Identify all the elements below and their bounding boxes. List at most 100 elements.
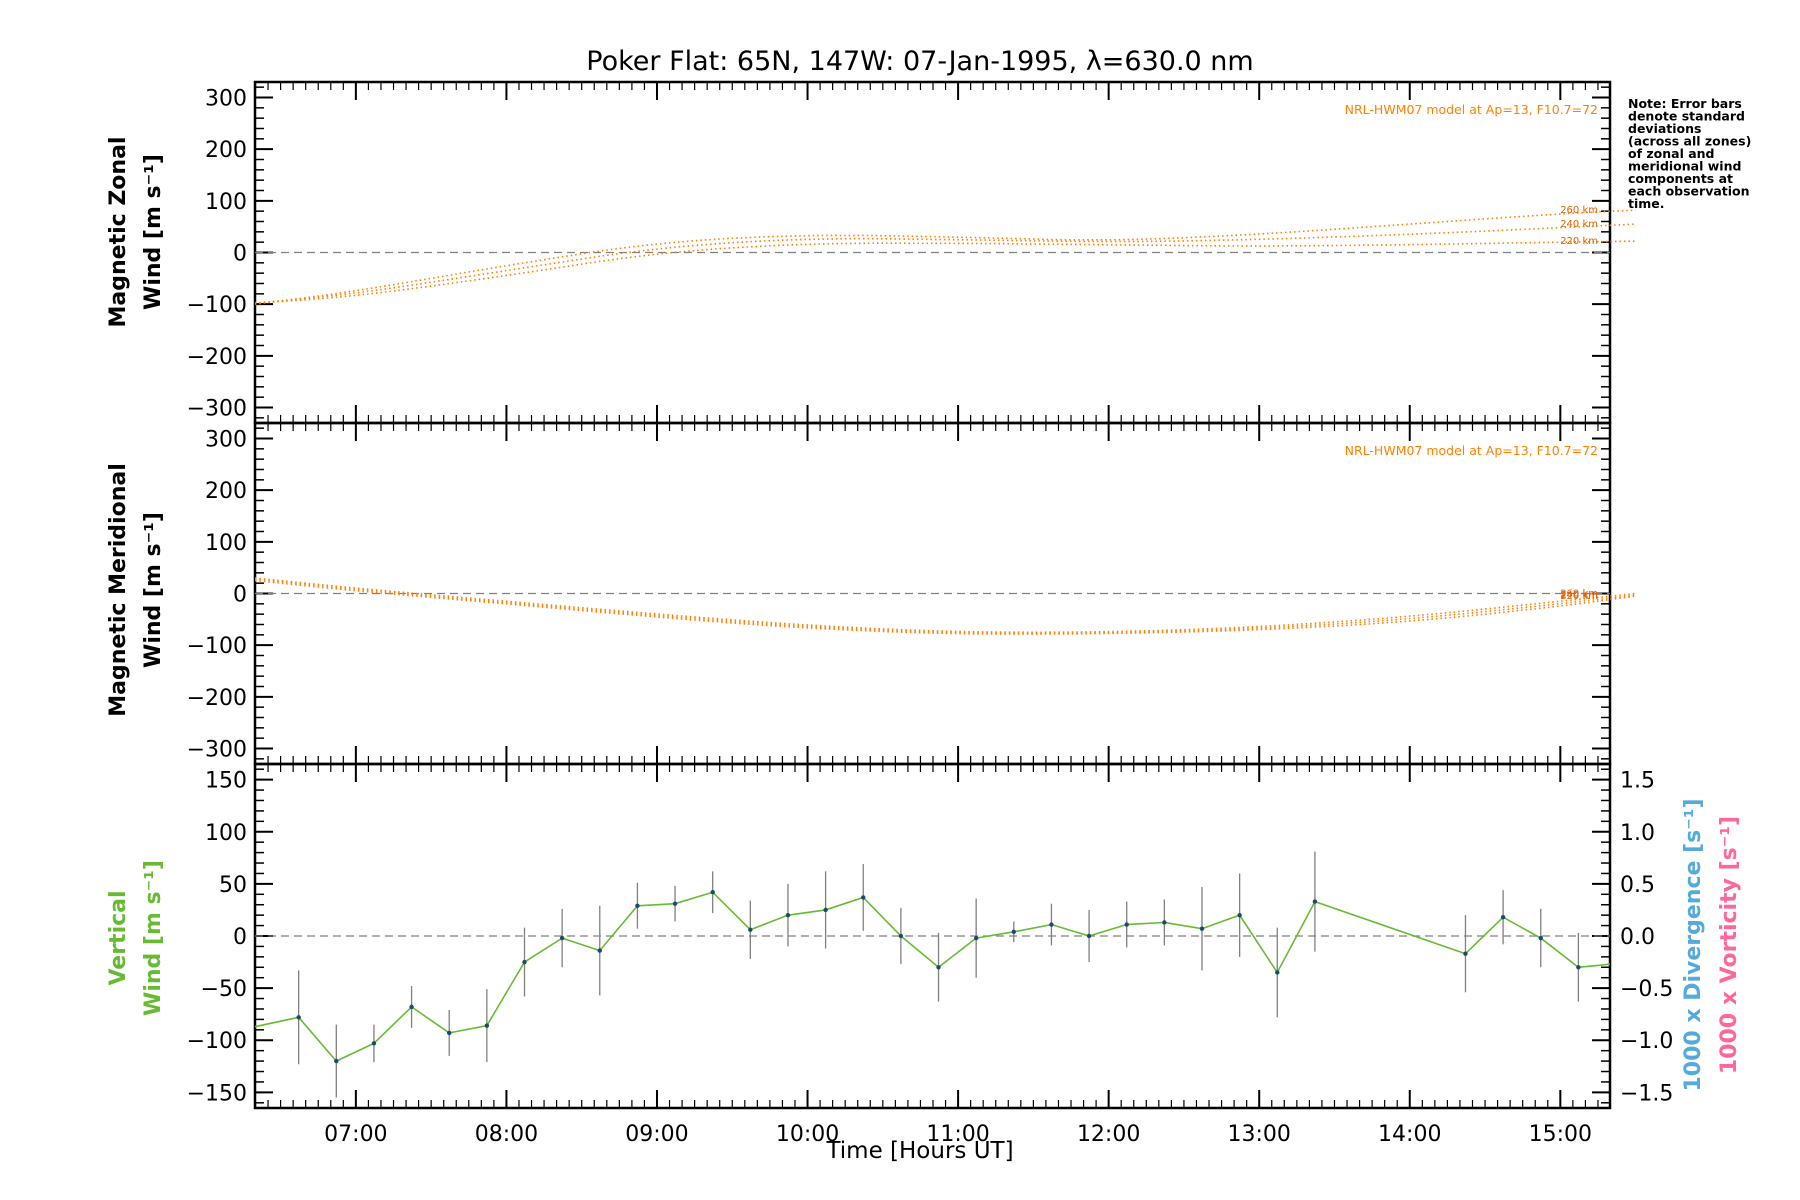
y-tick-label: 200	[205, 479, 247, 504]
zonal-wind-panel: −300 −200 −100 0 100 200 300 260 km 240 km 220 km…	[187, 80, 1636, 425]
data-point	[1124, 922, 1129, 927]
y-tick-label: 150	[205, 769, 247, 794]
data-point	[785, 912, 791, 918]
y-tick-label: 100	[205, 190, 247, 215]
y-tick-label: 100	[205, 821, 247, 846]
vertical-wind-panel: −150 −100 −50 0 50 100 150 1.5 1.0 0.5 0.0 −0.5 −1.0…	[187, 762, 1673, 1147]
x-axis-label: Time [Hours UT]	[825, 1138, 1013, 1164]
y-tick-label: 100	[205, 531, 247, 556]
x-tick-label: 12:00	[1077, 1122, 1140, 1147]
note-line: time.	[1628, 196, 1665, 211]
model-curve-220km	[254, 240, 1636, 304]
y-tick-label: 200	[205, 138, 247, 163]
x-tick-label: 13:00	[1228, 1122, 1291, 1147]
data-point	[1011, 929, 1016, 935]
data-point	[1199, 926, 1205, 931]
note-line: deviations	[1628, 121, 1701, 136]
y-right-tick-label: 1.5	[1620, 769, 1655, 794]
y-tick-label: −300	[187, 397, 247, 422]
zonal-ylabel-line2: Wind [m s⁻¹]	[141, 154, 166, 310]
y-tick-label: 0	[233, 583, 247, 608]
vorticity-ylabel: 1000 x Vorticity [s⁻¹]	[1717, 816, 1742, 1074]
model-curve-260km	[254, 577, 1636, 634]
x-tick-label: 07:00	[324, 1122, 387, 1147]
data-point	[710, 890, 715, 895]
y-tick-label: 300	[205, 428, 247, 453]
vertical-ylabel-line2: Wind [m s⁻¹]	[141, 860, 166, 1016]
data-point	[1500, 915, 1506, 920]
data-point	[748, 927, 753, 932]
y-tick-label: −300	[187, 738, 247, 763]
x-tick-label: 10:00	[776, 1122, 839, 1147]
model-curve-240km	[254, 223, 1636, 304]
data-point	[1576, 965, 1581, 970]
chart-title: Poker Flat: 65N, 147W: 07-Jan-1995, λ=63…	[586, 46, 1253, 77]
model-curve-220km	[254, 579, 1636, 635]
note-line: meridional wind	[1628, 159, 1741, 174]
divergence-ylabel: 1000 x Divergence [s⁻¹]	[1681, 798, 1706, 1091]
x-tick-label: 08:00	[475, 1122, 538, 1147]
data-point	[898, 933, 904, 939]
note-line: of zonal and	[1628, 146, 1715, 161]
altitude-label: 260 km	[1560, 205, 1598, 216]
x-tick-label: 11:00	[926, 1122, 989, 1147]
data-point	[1049, 922, 1054, 927]
y-tick-label: 300	[205, 87, 247, 112]
y-tick-label: −200	[187, 345, 247, 370]
altitude-label: 220 km	[1560, 591, 1598, 602]
data-point	[522, 959, 527, 965]
altitude-label: 240 km	[1560, 590, 1598, 601]
y-tick-label: −100	[187, 293, 247, 318]
meridional-ylabel-line1: Magnetic Meridional	[106, 463, 131, 716]
data-point	[861, 895, 866, 900]
data-point	[1162, 920, 1167, 925]
data-point	[1086, 933, 1092, 939]
altitude-label: 220 km	[1560, 236, 1598, 247]
note-line: Note: Error bars	[1628, 96, 1742, 111]
data-point	[597, 948, 602, 953]
note-line: denote standard	[1628, 109, 1745, 124]
altitude-label: 260 km	[1560, 589, 1598, 600]
data-point	[1463, 951, 1468, 956]
data-point	[635, 903, 640, 908]
meridional-ylabel-line2: Wind [m s⁻¹]	[141, 512, 166, 668]
data-point	[973, 935, 979, 941]
y-tick-label: −100	[187, 634, 247, 659]
data-point	[1275, 970, 1280, 975]
data-point	[1538, 935, 1543, 941]
y-right-tick-label: −0.5	[1620, 977, 1673, 1002]
model-curve-260km	[254, 209, 1636, 305]
data-point	[936, 965, 941, 970]
y-tick-label: −50	[201, 977, 247, 1002]
altitude-label: 240 km	[1560, 219, 1598, 230]
x-tick-label: 15:00	[1529, 1122, 1592, 1147]
model-label: NRL-HWM07 model at Ap=13, F10.7=72	[1345, 443, 1598, 458]
y-right-tick-label: 1.0	[1620, 821, 1655, 846]
y-tick-label: −200	[187, 686, 247, 711]
data-point	[823, 907, 828, 913]
y-right-tick-label: 0.0	[1620, 925, 1655, 950]
y-tick-label: 0	[233, 925, 247, 950]
y-tick-label: 50	[219, 873, 247, 898]
data-point	[447, 1030, 452, 1036]
data-point	[672, 901, 678, 906]
data-point	[1237, 912, 1242, 918]
data-point	[334, 1058, 339, 1064]
y-right-tick-label: −1.0	[1620, 1029, 1673, 1054]
x-tick-label: 14:00	[1378, 1122, 1441, 1147]
model-curve-240km	[254, 578, 1636, 635]
data-point	[296, 1015, 301, 1020]
data-point	[484, 1023, 490, 1028]
y-tick-label: −150	[187, 1081, 247, 1106]
data-point	[559, 935, 565, 941]
zonal-ylabel-line1: Magnetic Zonal	[106, 137, 131, 328]
x-tick-label: 09:00	[625, 1122, 688, 1147]
note-line: (across all zones)	[1628, 134, 1751, 149]
data-point	[1312, 899, 1318, 904]
y-right-tick-label: 0.5	[1620, 873, 1655, 898]
y-tick-label: 0	[233, 242, 247, 267]
data-point	[409, 1004, 414, 1010]
